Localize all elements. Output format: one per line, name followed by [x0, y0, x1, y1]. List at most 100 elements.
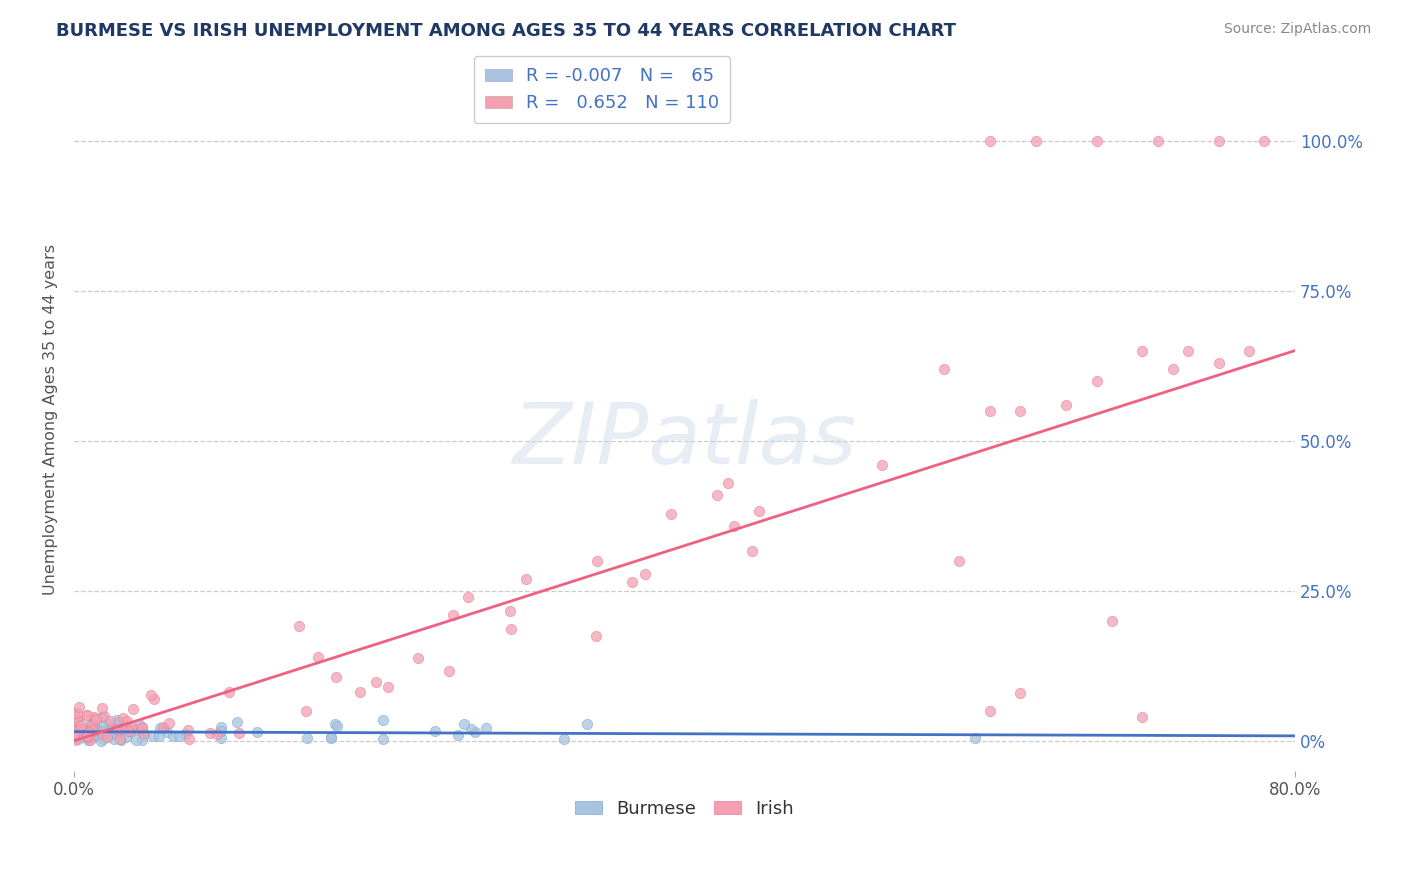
Point [111, 723, 134, 737]
Point [1208, 355, 1230, 369]
Point [76, 726, 98, 740]
Point [101, 723, 124, 738]
Point [963, 731, 986, 745]
Point [83, 710, 105, 724]
Point [63, 729, 86, 743]
Point [105, 728, 128, 742]
Point [100, 722, 122, 736]
Point [1132, 343, 1154, 358]
Point [76, 729, 98, 743]
Point [91, 717, 114, 731]
Point [72, 722, 94, 736]
Point [76, 708, 98, 723]
Point [457, 591, 479, 605]
Point [76, 730, 98, 744]
Point [1161, 361, 1184, 376]
Point [80, 718, 103, 732]
Point [79, 732, 101, 747]
Point [1239, 343, 1261, 358]
Point [100, 722, 122, 736]
Point [228, 726, 250, 740]
Point [63, 706, 86, 721]
Point [439, 665, 461, 679]
Point [499, 604, 522, 618]
Point [585, 629, 607, 643]
Point [162, 729, 184, 743]
Point [121, 702, 143, 716]
Point [205, 727, 228, 741]
Point [1132, 709, 1154, 723]
Point [103, 732, 125, 747]
Point [200, 726, 222, 740]
Point [142, 691, 165, 706]
Point [1010, 686, 1032, 700]
Point [105, 723, 128, 737]
Point [371, 732, 394, 747]
Point [70, 717, 93, 731]
Point [155, 724, 177, 739]
Point [125, 732, 148, 747]
Text: ZIPatlas: ZIPatlas [512, 400, 856, 483]
Point [76, 729, 98, 743]
Point [288, 619, 311, 633]
Point [295, 704, 318, 718]
Point [149, 722, 172, 736]
Point [110, 722, 132, 736]
Point [209, 724, 232, 739]
Point [460, 722, 482, 736]
Point [218, 685, 240, 699]
Point [108, 714, 131, 729]
Y-axis label: Unemployment Among Ages 35 to 44 years: Unemployment Among Ages 35 to 44 years [44, 244, 58, 595]
Point [321, 731, 343, 745]
Point [120, 724, 142, 739]
Point [75, 723, 97, 737]
Point [139, 689, 162, 703]
Point [979, 134, 1001, 148]
Point [326, 719, 349, 733]
Point [90, 727, 112, 741]
Point [63, 732, 86, 747]
Point [1146, 134, 1168, 148]
Point [870, 458, 893, 472]
Point [67, 732, 90, 747]
Point [76, 708, 98, 723]
Point [120, 721, 142, 735]
Point [325, 671, 347, 685]
Legend: Burmese, Irish: Burmese, Irish [568, 792, 801, 825]
Point [91, 700, 114, 714]
Point [65, 714, 87, 728]
Point [425, 724, 447, 739]
Point [77, 722, 100, 736]
Point [66, 723, 89, 738]
Point [152, 720, 174, 734]
Point [100, 727, 122, 741]
Point [323, 717, 346, 731]
Point [104, 726, 127, 740]
Point [96, 730, 118, 744]
Point [246, 725, 269, 739]
Point [77, 732, 100, 747]
Point [90, 710, 112, 724]
Point [131, 733, 153, 747]
Point [1208, 134, 1230, 148]
Point [132, 728, 155, 742]
Point [65, 723, 87, 737]
Point [319, 730, 342, 744]
Text: Source: ZipAtlas.com: Source: ZipAtlas.com [1223, 22, 1371, 37]
Point [349, 685, 371, 699]
Point [741, 544, 763, 558]
Point [86, 723, 108, 737]
Point [226, 715, 249, 730]
Point [93, 731, 115, 746]
Point [1085, 374, 1108, 388]
Point [717, 475, 740, 490]
Point [152, 721, 174, 735]
Point [1101, 614, 1123, 628]
Point [108, 732, 131, 747]
Point [65, 719, 87, 733]
Point [364, 675, 387, 690]
Point [209, 720, 232, 734]
Point [80, 723, 103, 737]
Point [157, 715, 180, 730]
Point [501, 623, 523, 637]
